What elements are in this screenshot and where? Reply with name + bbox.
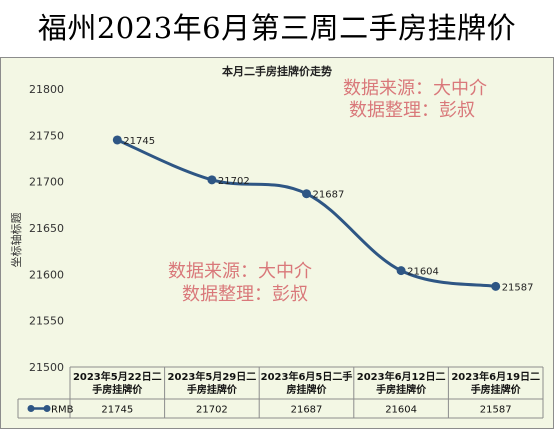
data-label: 21745 [123, 136, 155, 147]
table-value-cell: 21745 [101, 405, 133, 416]
data-labels: 21745 21702 21687 21604 21587 [123, 136, 533, 293]
category-label: 2023年5月22日二 [73, 370, 162, 383]
y-tick-label: 21500 [29, 361, 64, 374]
line-chart: 21500 21550 21600 21650 21700 21750 21800 2023… [9, 64, 544, 419]
category-label: 手房挂牌价 [376, 383, 427, 396]
data-point-marker [112, 135, 122, 145]
data-point-marker [207, 175, 217, 185]
data-point-marker [302, 189, 311, 199]
y-tick-label: 21800 [29, 83, 64, 96]
y-tick-label: 21550 [29, 315, 64, 328]
table-value-cell: 21687 [291, 405, 323, 416]
data-label: 21604 [407, 267, 439, 278]
category-label: 手房挂牌价 [187, 383, 238, 396]
table-value-cell: 21587 [480, 405, 512, 416]
table-value-cell: 21702 [196, 405, 228, 416]
category-label: 2023年6月19日二 [451, 370, 540, 383]
data-label: 21702 [218, 176, 250, 187]
category-label: 手房挂牌价 [92, 383, 143, 396]
title-banner: 福州2023年6月第三周二手房挂牌价 [0, 0, 554, 57]
category-label: 2023年5月29日二 [168, 370, 257, 383]
category-label: 2023年6月12日二 [357, 370, 446, 383]
table-value-cell: 21604 [385, 405, 417, 416]
data-point-marker [491, 281, 501, 291]
category-label: 2023年6月5日二手 [261, 370, 353, 383]
y-tick-label: 21650 [29, 222, 64, 235]
chart-title: 本月二手房挂牌价走势 [222, 64, 332, 78]
y-tick-label: 21750 [29, 129, 64, 142]
legend-series-name: RMB [51, 405, 74, 416]
series [112, 135, 501, 291]
data-table: 2023年5月22日二手房挂牌价2023年5月29日二手房挂牌价2023年6月5… [17, 366, 544, 419]
watermark-editor-text: 数据整理：彭叔 [182, 284, 308, 305]
watermark-source-text: 数据来源：大中介 [168, 261, 312, 282]
watermark-editor-text: 数据整理：彭叔 [349, 100, 475, 121]
y-tick-label: 21700 [29, 176, 64, 189]
chart-text: 本月二手房挂牌价走势坐标轴标题数据来源：大中介数据整理：彭叔数据来源：大中介数据… [9, 64, 487, 305]
watermark-source-text: 数据来源：大中介 [343, 78, 487, 99]
category-label: 手房挂牌价 [471, 383, 522, 396]
y-tick-label: 21600 [29, 268, 64, 281]
category-label: 房挂牌价 [287, 383, 328, 396]
legend-marker-sample [27, 405, 35, 412]
legend-marker-sample [43, 405, 51, 412]
page-title: 福州2023年6月第三周二手房挂牌价 [37, 11, 517, 45]
y-axis-title: 坐标轴标题 [9, 213, 23, 268]
data-label: 21587 [502, 282, 534, 293]
axes: 21500 21550 21600 21650 21700 21750 21800 [29, 83, 64, 374]
data-label: 21687 [313, 190, 345, 201]
data-point-marker [396, 266, 406, 276]
